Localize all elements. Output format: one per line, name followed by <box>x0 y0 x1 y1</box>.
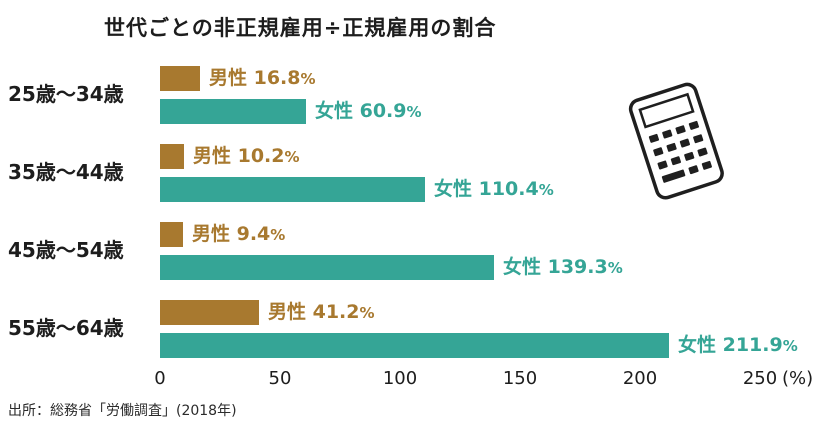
bar-value-label: 男性 41.2% <box>268 301 375 323</box>
x-tick: 150 <box>502 368 538 389</box>
category-label: 45歳〜54歳 <box>8 238 124 262</box>
category-label: 25歳〜34歳 <box>8 82 124 106</box>
percent-sign: % <box>359 304 375 322</box>
bar-value-label: 女性 139.3% <box>503 256 623 278</box>
percent-sign: % <box>538 181 554 199</box>
bar-male <box>160 222 183 247</box>
bar-male <box>160 300 259 325</box>
percent-sign: % <box>406 103 422 121</box>
bar-male <box>160 66 200 91</box>
bar-value-label: 男性 16.8% <box>209 67 316 89</box>
bar-female <box>160 333 669 358</box>
bar-female <box>160 99 306 124</box>
bar-value-label: 男性 10.2% <box>193 145 300 167</box>
calculator-icon <box>628 82 724 200</box>
category-label: 35歳〜44歳 <box>8 160 124 184</box>
bar-value-label: 女性 60.9% <box>315 100 422 122</box>
percent-sign: % <box>284 148 300 166</box>
bar-value-label: 女性 110.4% <box>434 178 554 200</box>
x-axis-unit: (%) <box>782 368 814 389</box>
x-tick: 250 <box>742 368 778 389</box>
x-tick: 0 <box>154 368 166 389</box>
bar-female <box>160 255 494 280</box>
bar-value-label: 男性 9.4% <box>192 223 286 245</box>
percent-sign: % <box>607 259 623 277</box>
x-tick: 200 <box>622 368 658 389</box>
x-tick: 50 <box>268 368 292 389</box>
category-label: 55歳〜64歳 <box>8 316 124 340</box>
bar-female <box>160 177 425 202</box>
percent-sign: % <box>270 226 286 244</box>
bar-male <box>160 144 184 169</box>
bar-value-label: 女性 211.9% <box>678 334 798 356</box>
chart-title: 世代ごとの非正規雇用÷正規雇用の割合 <box>104 16 497 40</box>
x-tick: 100 <box>382 368 418 389</box>
percent-sign: % <box>300 70 316 88</box>
percent-sign: % <box>782 337 798 355</box>
source-note: 出所：総務省「労働調査」(2018年) <box>8 403 237 419</box>
